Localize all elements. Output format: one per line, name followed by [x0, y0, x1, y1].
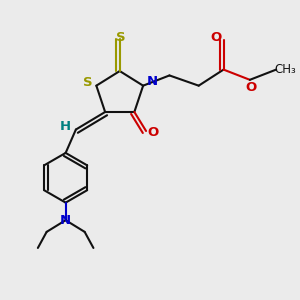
Text: O: O: [246, 81, 257, 94]
Text: S: S: [116, 31, 125, 44]
Text: N: N: [60, 214, 71, 227]
Text: O: O: [210, 31, 221, 44]
Text: S: S: [83, 76, 92, 89]
Text: O: O: [148, 126, 159, 139]
Text: H: H: [60, 120, 71, 133]
Text: N: N: [146, 75, 158, 88]
Text: CH₃: CH₃: [274, 63, 296, 76]
